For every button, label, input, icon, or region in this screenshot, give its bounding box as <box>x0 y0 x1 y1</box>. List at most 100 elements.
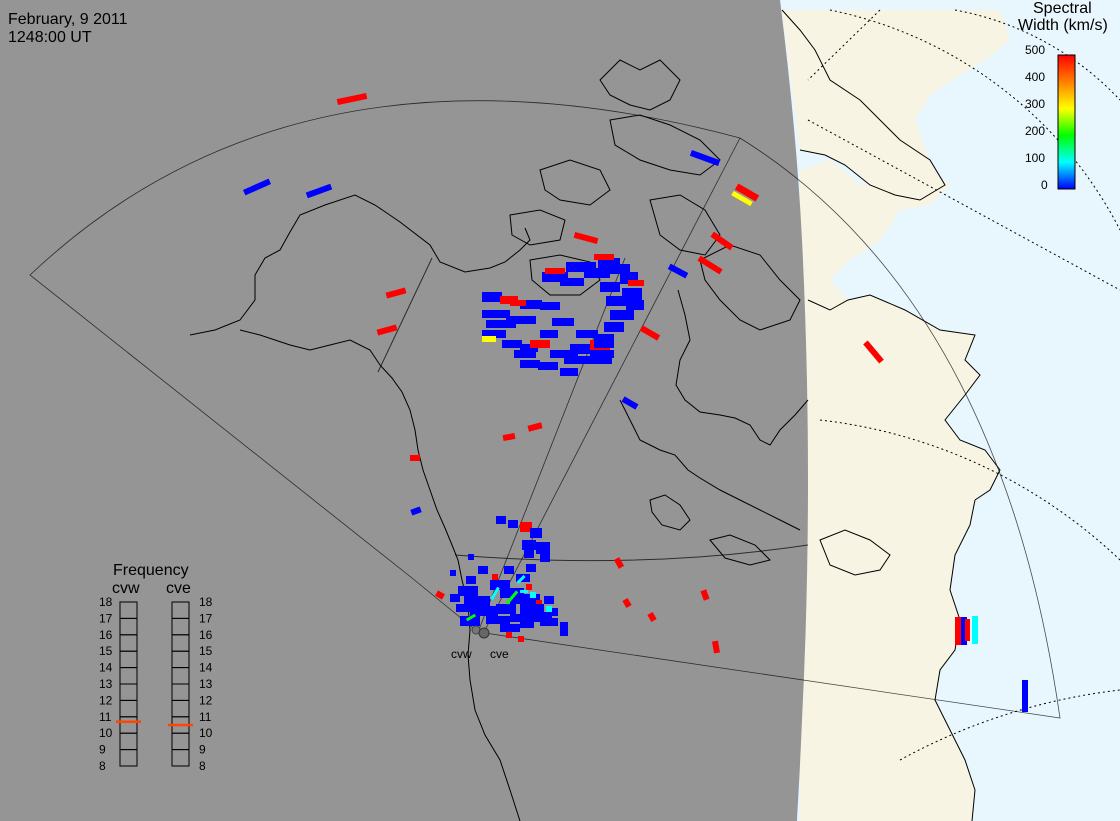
scatter-cell <box>606 296 632 306</box>
scatter-cell <box>506 632 512 638</box>
colorbar: Spectral Width (km/s) 500 400 300 200 10… <box>1018 0 1108 192</box>
scatter-cell <box>490 586 500 601</box>
scatter-cell <box>510 300 526 306</box>
scatter-cell <box>520 522 532 532</box>
scatter-cell <box>530 340 550 348</box>
scatter-cell <box>410 506 422 516</box>
frequency-tick-right: 13 <box>199 677 213 691</box>
scatter-cell <box>468 554 474 560</box>
scatter-cell <box>520 344 538 352</box>
frequency-boxes <box>119 601 190 767</box>
scatter-cell <box>530 592 536 598</box>
coast-hudson-west <box>619 399 801 531</box>
frequency-tick-right: 18 <box>199 595 213 609</box>
day-land-greenland <box>782 10 1010 200</box>
scatter-cell <box>639 325 661 341</box>
frequency-ticks: 18 18 17 17 16 16 15 15 14 14 13 13 12 12 11 11 10 10 9 9 8 8 <box>99 595 213 773</box>
frequency-tick-left: 13 <box>99 677 113 691</box>
scatter-cell <box>594 254 614 260</box>
scatter-cell <box>482 292 502 302</box>
frequency-title: Frequency <box>113 562 189 579</box>
station-markers: cvw cve <box>451 625 509 661</box>
scatter-cell <box>610 264 630 274</box>
scatter-cell <box>500 296 518 304</box>
scatter-cell <box>486 320 516 328</box>
frequency-tick-left: 18 <box>99 595 113 609</box>
scatter-cell <box>530 528 542 538</box>
scatter-cell <box>647 612 657 622</box>
scatter-cell <box>697 255 723 275</box>
scatter-cell <box>478 566 488 574</box>
scatter-cell <box>598 258 620 268</box>
time-label: 1248:00 UT <box>8 29 92 46</box>
coast-arctic-islands-1 <box>599 59 681 111</box>
scatter-cell <box>530 612 552 622</box>
coast-arctic-islands-4 <box>509 209 566 246</box>
frequency-tick-left: 14 <box>99 661 113 675</box>
coast-gulf-st-lawrence <box>819 529 891 576</box>
scatter-cell <box>520 620 534 628</box>
scatter-cell <box>522 540 536 550</box>
scatter-cell <box>385 287 407 299</box>
scatter-cell <box>518 636 524 642</box>
frequency-cve-label: cve <box>166 580 191 597</box>
alaska-border <box>377 257 433 373</box>
scatter-cell <box>465 613 477 622</box>
cve-station-marker <box>478 627 490 639</box>
scatter-cell <box>734 183 760 202</box>
scatter-cell <box>546 606 552 612</box>
scatter-cell <box>613 557 625 569</box>
scatter-cell <box>526 584 532 590</box>
scatter-cell <box>545 268 565 274</box>
scatter-cell <box>460 616 480 626</box>
scatter-cell <box>622 288 642 302</box>
scatter-cell <box>486 616 510 624</box>
colorbar-tick-0: 0 <box>1041 178 1048 192</box>
scatter-cell <box>435 590 445 600</box>
scatter-cell <box>464 596 490 606</box>
scatter-cell <box>955 617 961 645</box>
scatter-cell <box>496 516 506 524</box>
coastlines <box>189 9 1001 821</box>
scatter-cell <box>376 324 398 336</box>
scatter-cell <box>538 362 558 370</box>
latitude-circle-4 <box>899 689 1120 761</box>
scatter-cell <box>965 619 970 641</box>
scatter-cell <box>482 310 510 318</box>
colorbar-tick-200: 200 <box>1025 124 1045 138</box>
scatter-cell <box>540 330 558 338</box>
scatter-cell <box>584 356 604 364</box>
scatter-cell <box>482 336 496 342</box>
frequency-box-cve <box>171 749 190 767</box>
scatter-cell <box>510 594 540 604</box>
coast-arctic-islands-5 <box>649 194 721 256</box>
coast-greenland <box>781 9 946 201</box>
scatter-cell <box>622 598 632 608</box>
frequency-tick-left: 15 <box>99 644 113 658</box>
scatter-cell <box>544 596 554 604</box>
coast-victoria <box>529 254 601 296</box>
cvw-station-label: cvw <box>451 647 472 661</box>
frequency-tick-right: 12 <box>199 693 213 707</box>
frequency-tick-right: 17 <box>199 611 213 625</box>
scatter-cell <box>610 310 634 320</box>
scatter-cell <box>540 302 560 310</box>
scatter-cell <box>466 576 476 584</box>
frequency-tick-right: 11 <box>199 710 212 724</box>
latitude-circle-2 <box>954 9 1120 101</box>
scatter-cell <box>604 322 624 332</box>
scatter-cell <box>570 344 590 354</box>
radar-scatter-cells <box>242 92 1028 712</box>
scatter-cell <box>524 550 534 558</box>
scatter-cell <box>542 272 568 282</box>
scatter-cell <box>458 586 478 596</box>
scatter-cell <box>566 262 596 272</box>
scatter-cell <box>500 624 520 632</box>
scatter-cell <box>490 580 510 590</box>
scatter-cell <box>450 594 460 602</box>
scatter-cell <box>514 350 536 358</box>
scatter-cell <box>621 396 639 410</box>
scatter-cell <box>410 455 420 461</box>
scatter-cell <box>508 520 518 528</box>
scatter-cell <box>863 340 884 364</box>
